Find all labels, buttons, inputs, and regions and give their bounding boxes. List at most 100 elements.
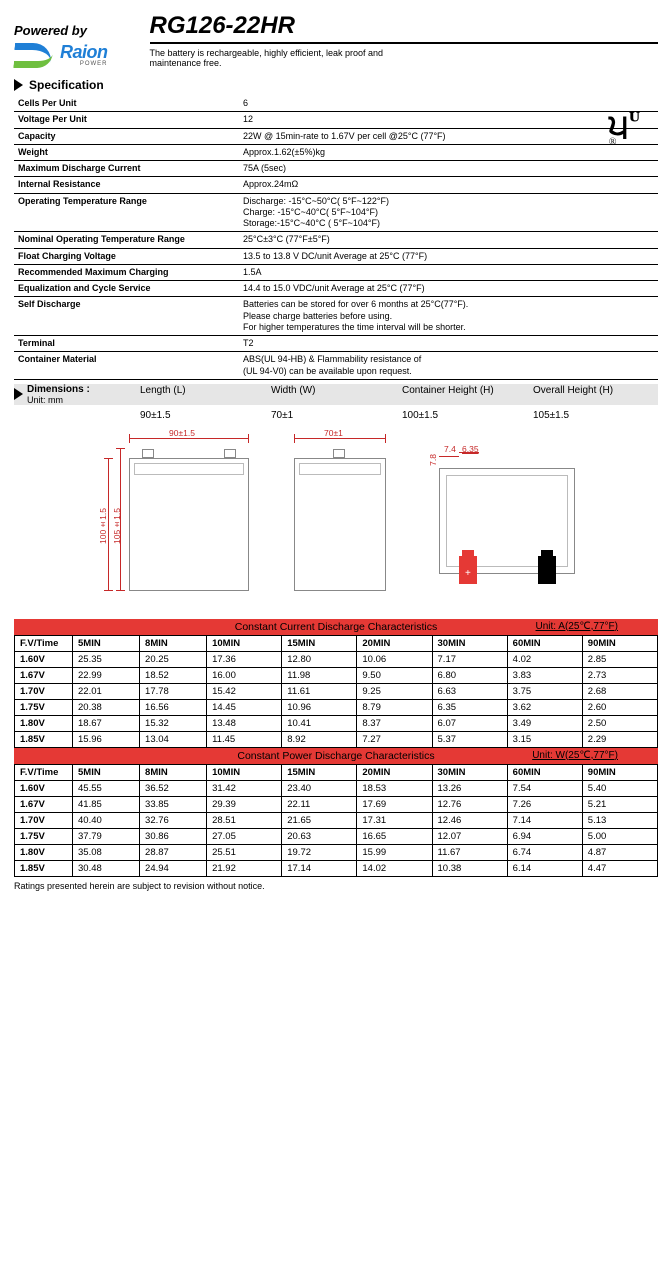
front-view-box (129, 458, 249, 591)
data-cell: 13.26 (432, 780, 507, 796)
brand-logo: Raion POWER (14, 42, 108, 68)
column-header: 5MIN (73, 764, 140, 780)
data-cell: 15.42 (207, 683, 282, 699)
current-discharge-table: F.V/Time5MIN8MIN10MIN15MIN20MIN30MIN60MI… (14, 635, 658, 748)
data-cell: 10.41 (282, 715, 357, 731)
data-cell: 2.73 (582, 667, 657, 683)
data-cell: 31.42 (207, 780, 282, 796)
row-voltage: 1.75V (15, 699, 73, 715)
spec-value: 22W @ 15min-rate to 1.67V per cell @25°C… (239, 128, 658, 144)
data-cell: 6.14 (507, 860, 582, 876)
data-cell: 20.63 (282, 828, 357, 844)
data-cell: 27.05 (207, 828, 282, 844)
data-cell: 8.79 (357, 699, 432, 715)
data-cell: 16.00 (207, 667, 282, 683)
column-header: 8MIN (140, 764, 207, 780)
data-cell: 5.37 (432, 731, 507, 747)
column-header: 20MIN (357, 635, 432, 651)
data-cell: 10.96 (282, 699, 357, 715)
dimensions-label: Dimensions : Unit: mm (14, 384, 134, 405)
spec-key: Voltage Per Unit (14, 112, 239, 128)
spec-key: Equalization and Cycle Service (14, 281, 239, 297)
data-cell: 16.56 (140, 699, 207, 715)
column-header: 15MIN (282, 635, 357, 651)
data-cell: 23.40 (282, 780, 357, 796)
model-description: The battery is rechargeable, highly effi… (150, 48, 430, 68)
table-row: 1.75V20.3816.5614.4510.968.796.353.622.6… (15, 699, 658, 715)
data-cell: 7.14 (507, 812, 582, 828)
row-voltage: 1.80V (15, 715, 73, 731)
data-cell: 25.35 (73, 651, 140, 667)
data-cell: 19.72 (282, 844, 357, 860)
data-cell: 35.08 (73, 844, 140, 860)
spec-value: T2 (239, 336, 658, 352)
data-cell: 22.11 (282, 796, 357, 812)
data-cell: 3.15 (507, 731, 582, 747)
column-header: F.V/Time (15, 635, 73, 651)
data-cell: 22.01 (73, 683, 140, 699)
data-cell: 17.31 (357, 812, 432, 828)
data-cell: 17.36 (207, 651, 282, 667)
data-cell: 41.85 (73, 796, 140, 812)
logo-swoosh-icon (14, 42, 54, 68)
data-cell: 2.85 (582, 651, 657, 667)
table-row: 1.67V41.8533.8529.3922.1117.6912.767.265… (15, 796, 658, 812)
table2-header: Constant Power Discharge Characteristics… (14, 748, 658, 764)
logo-subtext: POWER (80, 61, 108, 67)
spec-value: Approx.1.62(±5%)kg (239, 144, 658, 160)
data-cell: 4.47 (582, 860, 657, 876)
row-voltage: 1.60V (15, 780, 73, 796)
table-row: 1.60V25.3520.2517.3612.8010.067.174.022.… (15, 651, 658, 667)
data-cell: 11.98 (282, 667, 357, 683)
column-header: 90MIN (582, 635, 657, 651)
data-cell: 6.35 (432, 699, 507, 715)
row-voltage: 1.85V (15, 731, 73, 747)
column-header: 8MIN (140, 635, 207, 651)
spec-value: 12 (239, 112, 658, 128)
column-header: 60MIN (507, 764, 582, 780)
data-cell: 10.06 (357, 651, 432, 667)
dimensions-block: Dimensions : Unit: mm Length (L) Width (… (14, 384, 658, 422)
column-header: 90MIN (582, 764, 657, 780)
spec-value: 6 (239, 96, 658, 112)
data-cell: 45.55 (73, 780, 140, 796)
data-cell: 28.51 (207, 812, 282, 828)
logo-text: Raion (60, 43, 108, 61)
data-cell: 17.14 (282, 860, 357, 876)
column-header: 10MIN (207, 764, 282, 780)
spec-key: Float Charging Voltage (14, 248, 239, 264)
table-row: 1.85V30.4824.9421.9217.1414.0210.386.144… (15, 860, 658, 876)
row-voltage: 1.80V (15, 844, 73, 860)
column-header: 10MIN (207, 635, 282, 651)
dimension-diagram: 90±1.5 100±1.5 105±1.5 70±1 + 7.8 7.4 (14, 428, 658, 613)
data-cell: 16.65 (357, 828, 432, 844)
data-cell: 9.50 (357, 667, 432, 683)
spec-block: ੫ᶸ® Cells Per Unit6Voltage Per Unit12Cap… (14, 96, 658, 380)
data-cell: 18.52 (140, 667, 207, 683)
data-cell: 15.99 (357, 844, 432, 860)
data-cell: 6.63 (432, 683, 507, 699)
data-cell: 21.65 (282, 812, 357, 828)
data-cell: 11.67 (432, 844, 507, 860)
data-cell: 12.07 (432, 828, 507, 844)
data-cell: 7.26 (507, 796, 582, 812)
data-cell: 15.32 (140, 715, 207, 731)
data-cell: 17.69 (357, 796, 432, 812)
data-cell: 21.92 (207, 860, 282, 876)
data-cell: 2.50 (582, 715, 657, 731)
triangle-bullet-icon (14, 388, 23, 400)
data-cell: 30.86 (140, 828, 207, 844)
data-cell: 14.02 (357, 860, 432, 876)
data-cell: 18.67 (73, 715, 140, 731)
spec-key: Maximum Discharge Current (14, 161, 239, 177)
spec-key: Nominal Operating Temperature Range (14, 232, 239, 248)
data-cell: 37.79 (73, 828, 140, 844)
data-cell: 3.83 (507, 667, 582, 683)
row-voltage: 1.75V (15, 828, 73, 844)
data-cell: 7.27 (357, 731, 432, 747)
row-voltage: 1.70V (15, 683, 73, 699)
spec-key: Cells Per Unit (14, 96, 239, 112)
row-voltage: 1.85V (15, 860, 73, 876)
data-cell: 5.00 (582, 828, 657, 844)
data-cell: 17.78 (140, 683, 207, 699)
